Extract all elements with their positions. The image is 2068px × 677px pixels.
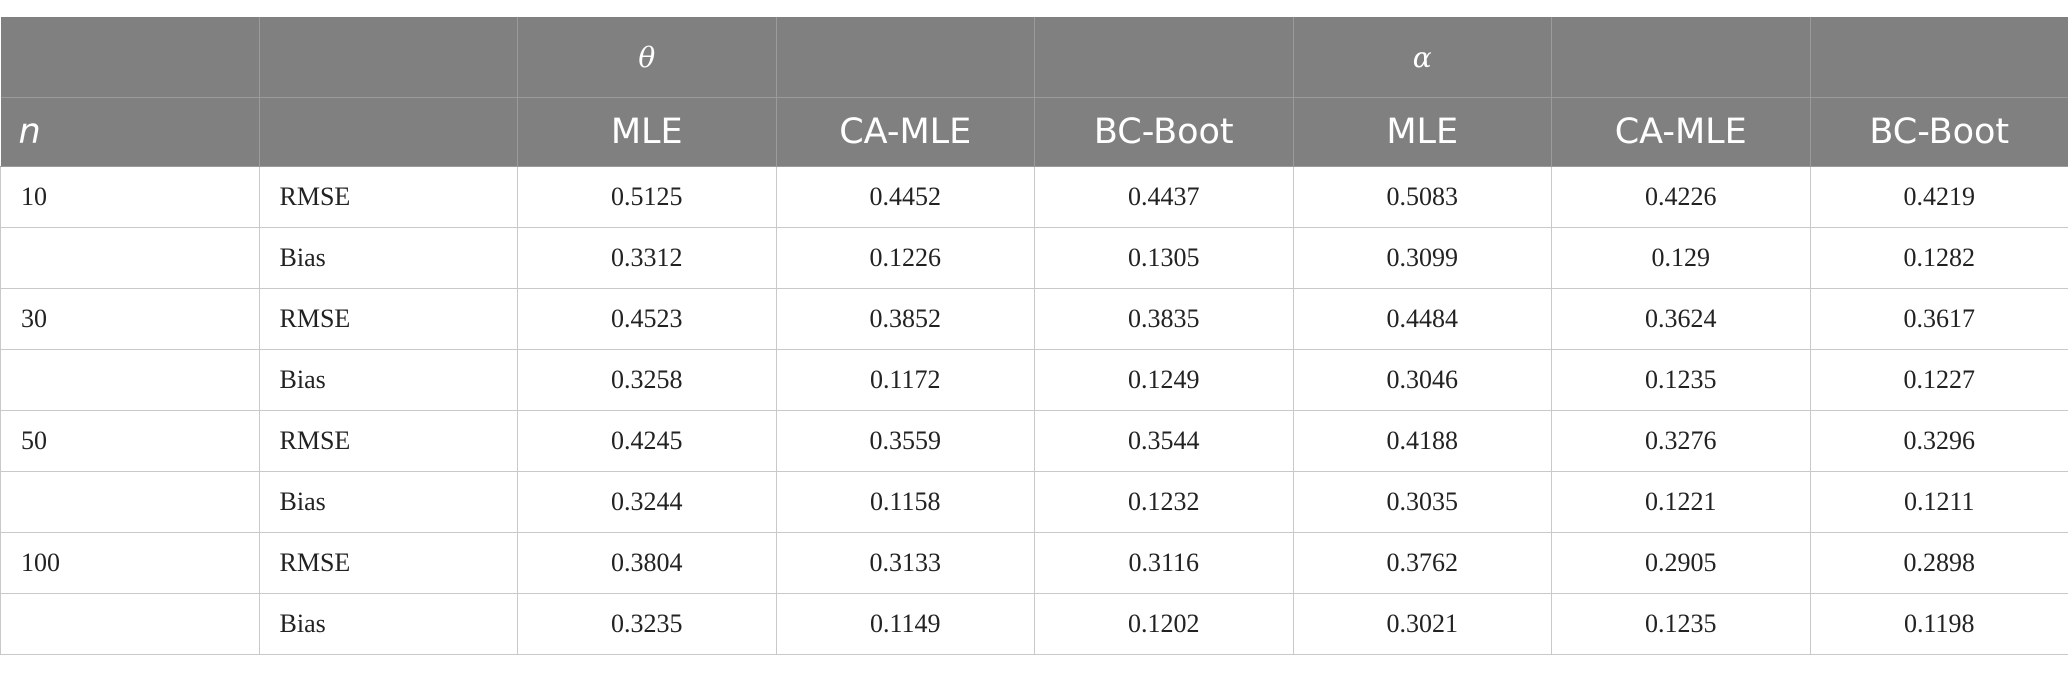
value-cell: 0.1249 <box>1034 349 1294 411</box>
value-cell: 0.1149 <box>776 593 1035 655</box>
parameter-header-row: θ α <box>0 17 2068 98</box>
value-cell: 0.3116 <box>1034 532 1294 594</box>
value-cell: 0.4219 <box>1810 166 2068 228</box>
results-table: θ α n MLE CA-MLE BC-Boot MLE CA-MLE BC-B… <box>0 17 2068 655</box>
metric-cell: Bias <box>259 227 518 289</box>
value-cell: 0.3762 <box>1293 532 1552 594</box>
value-cell: 0.3617 <box>1810 288 2068 350</box>
metric-cell: RMSE <box>259 166 518 228</box>
metric-header <box>259 97 518 167</box>
value-cell: 0.1198 <box>1810 593 2068 655</box>
value-cell: 0.3835 <box>1034 288 1294 350</box>
header-cell <box>1551 17 1811 98</box>
value-cell: 0.4188 <box>1293 410 1552 472</box>
table-header: θ α n MLE CA-MLE BC-Boot MLE CA-MLE BC-B… <box>0 17 2068 167</box>
theta-header: θ <box>517 17 777 98</box>
method-header: BC-Boot <box>1810 97 2068 167</box>
header-cell <box>1034 17 1294 98</box>
value-cell: 0.3559 <box>776 410 1035 472</box>
table-row: 100 RMSE 0.3804 0.3133 0.3116 0.3762 0.2… <box>0 532 2068 594</box>
method-header: MLE <box>517 97 777 167</box>
value-cell: 0.1235 <box>1551 349 1811 411</box>
metric-cell: Bias <box>259 471 518 533</box>
value-cell: 0.3258 <box>517 349 777 411</box>
value-cell: 0.3804 <box>517 532 777 594</box>
value-cell: 0.4452 <box>776 166 1035 228</box>
value-cell: 0.1211 <box>1810 471 2068 533</box>
value-cell: 0.1226 <box>776 227 1035 289</box>
n-cell: 100 <box>0 532 260 594</box>
value-cell: 0.1235 <box>1551 593 1811 655</box>
value-cell: 0.3021 <box>1293 593 1552 655</box>
metric-cell: Bias <box>259 349 518 411</box>
table-row: Bias 0.3312 0.1226 0.1305 0.3099 0.129 0… <box>0 227 2068 289</box>
n-cell <box>0 227 260 289</box>
table-row: Bias 0.3258 0.1172 0.1249 0.3046 0.1235 … <box>0 349 2068 411</box>
table-row: 10 RMSE 0.5125 0.4452 0.4437 0.5083 0.42… <box>0 166 2068 228</box>
table-row: 50 RMSE 0.4245 0.3559 0.3544 0.4188 0.32… <box>0 410 2068 472</box>
value-cell: 0.5083 <box>1293 166 1552 228</box>
n-cell: 10 <box>0 166 260 228</box>
value-cell: 0.5125 <box>517 166 777 228</box>
value-cell: 0.4484 <box>1293 288 1552 350</box>
header-cell <box>0 17 260 98</box>
value-cell: 0.3852 <box>776 288 1035 350</box>
value-cell: 0.3035 <box>1293 471 1552 533</box>
value-cell: 0.3099 <box>1293 227 1552 289</box>
table-row: Bias 0.3244 0.1158 0.1232 0.3035 0.1221 … <box>0 471 2068 533</box>
n-cell: 50 <box>0 410 260 472</box>
metric-cell: Bias <box>259 593 518 655</box>
table-row: Bias 0.3235 0.1149 0.1202 0.3021 0.1235 … <box>0 593 2068 655</box>
value-cell: 0.3544 <box>1034 410 1294 472</box>
header-cell <box>259 17 518 98</box>
table-body: 10 RMSE 0.5125 0.4452 0.4437 0.5083 0.42… <box>0 166 2068 655</box>
n-cell <box>0 593 260 655</box>
value-cell: 0.2905 <box>1551 532 1811 594</box>
method-header: CA-MLE <box>1551 97 1811 167</box>
metric-cell: RMSE <box>259 532 518 594</box>
value-cell: 0.3133 <box>776 532 1035 594</box>
value-cell: 0.1158 <box>776 471 1035 533</box>
value-cell: 0.1305 <box>1034 227 1294 289</box>
value-cell: 0.4226 <box>1551 166 1811 228</box>
value-cell: 0.129 <box>1551 227 1811 289</box>
value-cell: 0.1227 <box>1810 349 2068 411</box>
method-header-row: n MLE CA-MLE BC-Boot MLE CA-MLE BC-Boot <box>0 97 2068 167</box>
value-cell: 0.1202 <box>1034 593 1294 655</box>
method-header: CA-MLE <box>776 97 1035 167</box>
alpha-header: α <box>1293 17 1552 98</box>
value-cell: 0.2898 <box>1810 532 2068 594</box>
metric-cell: RMSE <box>259 410 518 472</box>
n-cell <box>0 349 260 411</box>
value-cell: 0.3312 <box>517 227 777 289</box>
value-cell: 0.3296 <box>1810 410 2068 472</box>
value-cell: 0.3046 <box>1293 349 1552 411</box>
n-header: n <box>0 97 260 167</box>
value-cell: 0.3235 <box>517 593 777 655</box>
value-cell: 0.4523 <box>517 288 777 350</box>
header-cell <box>1810 17 2068 98</box>
value-cell: 0.3244 <box>517 471 777 533</box>
value-cell: 0.3276 <box>1551 410 1811 472</box>
header-cell <box>776 17 1035 98</box>
method-header: MLE <box>1293 97 1552 167</box>
table-row: 30 RMSE 0.4523 0.3852 0.3835 0.4484 0.36… <box>0 288 2068 350</box>
method-header: BC-Boot <box>1034 97 1294 167</box>
value-cell: 0.1221 <box>1551 471 1811 533</box>
value-cell: 0.3624 <box>1551 288 1811 350</box>
value-cell: 0.1172 <box>776 349 1035 411</box>
value-cell: 0.1282 <box>1810 227 2068 289</box>
value-cell: 0.4437 <box>1034 166 1294 228</box>
metric-cell: RMSE <box>259 288 518 350</box>
n-cell <box>0 471 260 533</box>
value-cell: 0.1232 <box>1034 471 1294 533</box>
n-cell: 30 <box>0 288 260 350</box>
value-cell: 0.4245 <box>517 410 777 472</box>
